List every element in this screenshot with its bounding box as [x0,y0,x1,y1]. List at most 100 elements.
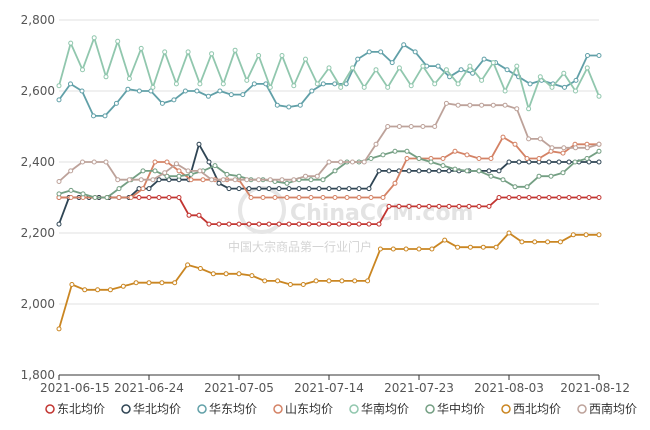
data-point [172,280,178,286]
data-point [583,232,589,238]
data-point [336,221,342,227]
data-point [436,168,442,174]
data-point [557,239,563,245]
series-layer [56,35,602,332]
data-point [366,221,372,227]
data-point [212,163,218,169]
data-point [532,239,538,245]
data-point [276,186,282,192]
series-line [58,102,600,183]
data-point [91,113,96,119]
legend-marker [121,404,131,414]
data-point [206,221,212,227]
data-point [113,100,119,106]
data-point [524,184,530,190]
data-point [452,166,458,172]
data-point [120,283,126,289]
data-point [350,159,355,165]
data-point [366,49,372,55]
data-point [566,159,572,165]
data-point [546,159,552,165]
data-point [560,150,566,156]
data-point [279,53,285,58]
data-point [537,74,543,80]
data-point [527,81,533,87]
data-point [314,81,320,87]
legend-marker [501,404,511,414]
data-point [524,156,530,161]
data-point [256,186,262,192]
data-point [404,148,410,154]
data-point [361,84,367,90]
y-tick-label: 2,200 [21,226,55,240]
data-point [408,83,414,89]
data-point [416,168,422,174]
data-point [464,152,470,158]
data-point [303,173,308,179]
data-point [596,148,602,154]
data-point [432,124,438,129]
data-point [443,67,449,73]
y-tick-label: 2,600 [21,84,55,98]
data-point [416,203,422,209]
data-point [440,156,446,161]
data-point [256,177,262,183]
data-point [326,159,332,165]
legend-item: 华南均价 [349,401,409,416]
data-point [526,106,532,112]
series-8 [56,100,602,184]
data-point [476,168,482,174]
data-point [162,49,168,55]
data-point [561,70,567,76]
data-point [467,244,473,250]
data-point [426,168,432,174]
legend-item: 西北均价 [501,402,561,416]
data-point [366,186,372,192]
data-point [156,195,162,200]
data-point [412,49,418,55]
x-tick-label: 2021-08-03 [474,381,544,395]
data-point [314,173,320,179]
data-point [115,177,121,183]
data-point [197,81,203,87]
data-point [514,106,520,112]
data-point [596,141,602,147]
data-point [146,186,152,192]
data-point [356,186,362,192]
data-point [306,186,312,192]
data-point [116,195,122,200]
data-point [217,88,223,94]
data-point [68,40,74,46]
data-point [316,186,322,192]
data-point [504,67,510,73]
x-tick-label: 2021-07-05 [204,381,274,395]
data-point [308,177,314,183]
data-point [336,186,342,192]
data-point [296,221,302,227]
legend-item: 华东均价 [197,402,257,416]
data-point [56,191,62,197]
data-point [185,49,191,55]
data-point [476,156,482,161]
data-point [338,159,344,165]
data-point [486,203,492,209]
data-point [396,65,402,71]
data-point [549,84,555,90]
data-point [148,88,154,94]
data-point [156,177,162,183]
data-point [95,287,101,293]
data-point [455,81,461,87]
data-point [56,221,62,227]
data-point [126,76,132,82]
data-point [401,42,407,48]
data-point [91,159,97,165]
data-point [480,244,486,250]
data-point [406,168,412,174]
data-point [596,93,602,99]
data-point [368,195,374,200]
data-point [506,159,512,165]
data-point [186,212,192,218]
data-point [442,237,448,243]
data-point [68,168,74,174]
x-tick-label: 2021-08-12 [560,381,630,395]
